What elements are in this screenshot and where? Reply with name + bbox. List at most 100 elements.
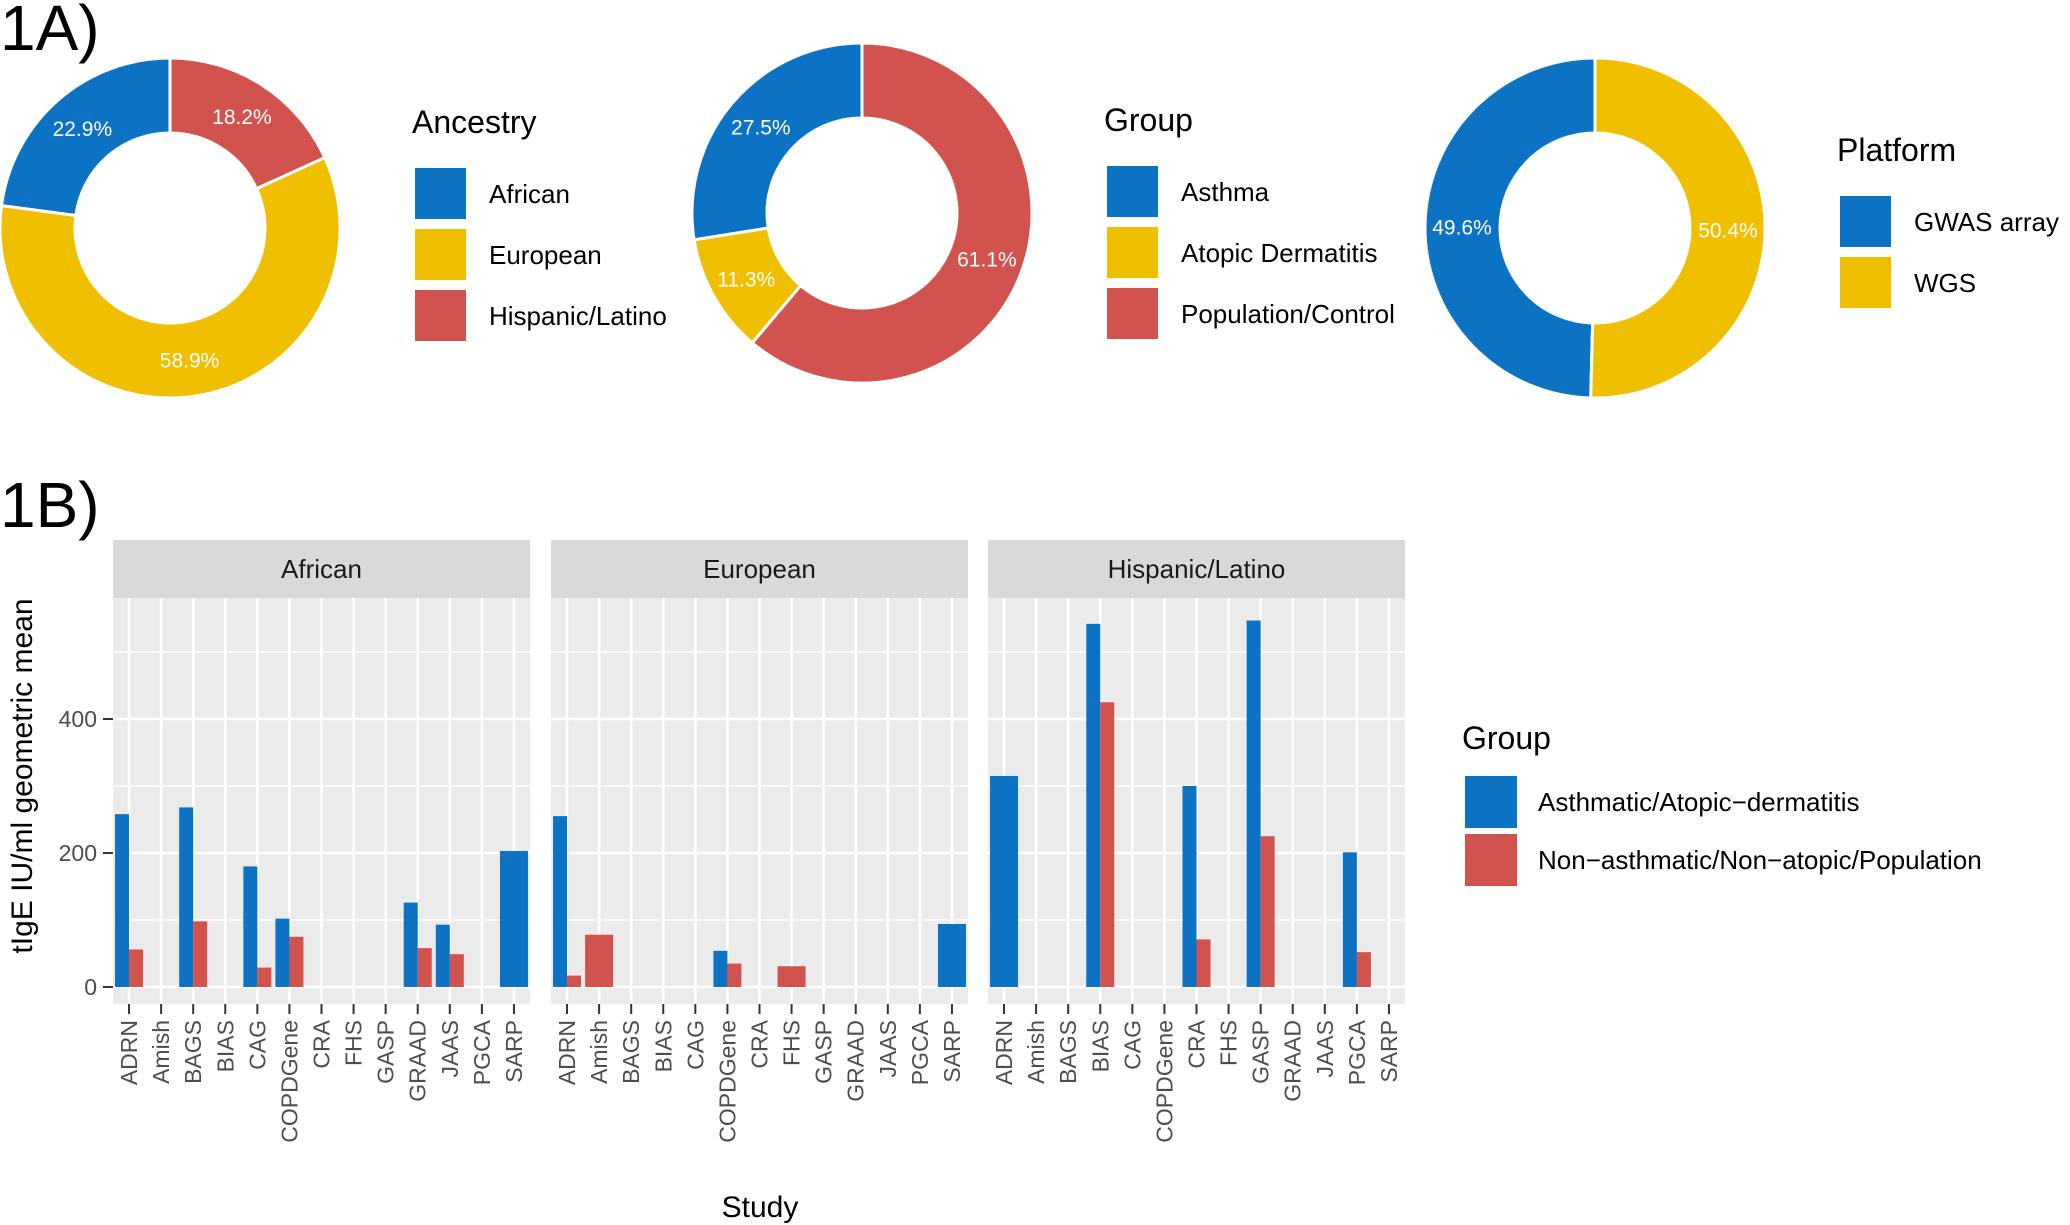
x-tick-label-adrn: ADRN	[554, 1020, 580, 1085]
x-tick-label-bags: BAGS	[618, 1020, 644, 1084]
slice-label-atopic-dermatitis: 11.3%	[717, 268, 775, 291]
donut-slice-wgs	[1589, 56, 1767, 400]
donut-slice-african	[0, 56, 172, 218]
bar-african-bags-asthmatic	[179, 807, 194, 987]
bar-hispanic-latino-cra-asthmatic	[1182, 786, 1197, 987]
facet-european: European ADRN Amish BAGS BIAS CAG COPDGene CRA F…	[551, 540, 968, 1143]
bar-hispanic-latino-bias-non-asthmatic	[1100, 702, 1115, 987]
x-tick-label-sarp: SARP	[1376, 1020, 1402, 1083]
slice-label-european: 58.9%	[160, 350, 220, 373]
bar-african-bags-non-asthmatic	[193, 921, 208, 987]
x-tick-label-copdgene: COPDGene	[714, 1020, 740, 1143]
bar-hispanic-latino-pgca-asthmatic	[1342, 852, 1357, 987]
x-tick-label-fhs: FHS	[1216, 1020, 1242, 1066]
legend-label-european: European	[489, 240, 602, 270]
x-tick-label-copdgene: COPDGene	[276, 1020, 302, 1143]
legend-title: Group	[1104, 102, 1193, 138]
x-tick-label-copdgene: COPDGene	[1151, 1020, 1177, 1143]
x-tick-label-bias: BIAS	[1087, 1020, 1113, 1072]
bar-african-cag-non-asthmatic	[257, 967, 272, 987]
bar-legend-label-asthmatic: Asthmatic/Atopic−dermatitis	[1538, 787, 1860, 817]
bar-african-copdgene-asthmatic	[275, 918, 290, 987]
x-tick-label-bags: BAGS	[180, 1020, 206, 1084]
bar-african-cag-asthmatic	[243, 866, 258, 987]
bar-legend-label-non-asthmatic: Non−asthmatic/Non−atopic/Population	[1538, 845, 1982, 875]
donut-chart-ancestry: 22.9% 58.9% 18.2% Ancestry African European Hi…	[0, 56, 667, 400]
legend-label-gwas-array: GWAS array	[1914, 207, 2059, 237]
x-tick-label-cra: CRA	[747, 1019, 773, 1068]
x-tick-label-jaas: JAAS	[875, 1020, 901, 1078]
slice-label-asthma: 27.5%	[731, 117, 791, 140]
legend-label-african: African	[489, 179, 570, 209]
facet-strip-label: African	[281, 554, 362, 584]
bar-hispanic-latino-pgca-non-asthmatic	[1356, 952, 1371, 987]
x-tick-label-graad: GRAAD	[405, 1020, 431, 1102]
x-tick-label-gasp: GASP	[373, 1020, 399, 1084]
bar-european-copdgene-asthmatic	[713, 950, 728, 987]
bar-african-jaas-asthmatic	[435, 924, 450, 987]
legend-label-asthma: Asthma	[1181, 177, 1270, 207]
x-tick-label-amish: Amish	[148, 1020, 174, 1084]
facet-strip-label: European	[703, 554, 816, 584]
y-tick-label: 200	[59, 840, 97, 866]
bar-hispanic-latino-gasp-asthmatic	[1246, 620, 1261, 987]
x-tick-label-amish: Amish	[1023, 1020, 1049, 1084]
legend-label-atopic-dermatitis: Atopic Dermatitis	[1181, 238, 1378, 268]
facet-strip	[113, 540, 530, 598]
bar-hispanic-latino-cra-non-asthmatic	[1196, 939, 1211, 987]
legend-label-population-control: Population/Control	[1181, 299, 1395, 329]
x-tick-label-sarp: SARP	[939, 1020, 965, 1083]
x-tick-label-bias: BIAS	[212, 1020, 238, 1072]
legend-key-atopic-dermatitis	[1107, 227, 1158, 278]
bar-african-jaas-non-asthmatic	[449, 954, 464, 987]
x-tick-label-pgca: PGCA	[907, 1019, 933, 1085]
slice-label-hispanic-latino: 18.2%	[212, 106, 272, 129]
legend-key-gwas-array	[1840, 196, 1891, 247]
x-tick-label-amish: Amish	[586, 1020, 612, 1084]
donut-slice-gwas-array	[1423, 56, 1597, 400]
bar-european-sarp-asthmatic	[937, 924, 966, 987]
bar-european-copdgene-non-asthmatic	[727, 963, 742, 987]
donut-chart-group: 27.5% 11.3% 61.1% Group Asthma Atopic Dermati…	[690, 41, 1395, 385]
bar-african-graad-asthmatic	[403, 902, 418, 987]
bar-legend-key-asthmatic	[1465, 776, 1517, 828]
legend-title: Platform	[1837, 132, 1956, 168]
donut-slice-population-control	[750, 41, 1034, 385]
bar-european-fhs-non-asthmatic	[777, 966, 806, 987]
x-tick-label-bias: BIAS	[650, 1020, 676, 1072]
bar-african-sarp-asthmatic	[499, 850, 528, 987]
legend-key-wgs	[1840, 257, 1891, 308]
bar-legend-key-non-asthmatic	[1465, 834, 1517, 886]
x-tick-label-graad: GRAAD	[843, 1020, 869, 1102]
facet-hispanic-latino: Hispanic/Latino ADRN Amish BAGS BIAS CAG COPDG…	[988, 540, 1405, 1143]
x-tick-label-fhs: FHS	[341, 1020, 367, 1066]
bar-legend-title: Group	[1462, 720, 1551, 756]
bar-hispanic-latino-adrn-asthmatic	[990, 775, 1019, 987]
legend-label-wgs: WGS	[1914, 268, 1976, 298]
y-tick-label: 0	[84, 974, 97, 1000]
legend-key-population-control	[1107, 288, 1158, 339]
slice-label-population-control: 61.1%	[957, 249, 1017, 272]
x-tick-label-pgca: PGCA	[1344, 1019, 1370, 1085]
x-tick-label-cra: CRA	[1184, 1019, 1210, 1068]
slice-label-african: 22.9%	[53, 118, 113, 141]
x-axis-title: Study	[722, 1191, 799, 1224]
donut-slice-hispanic-latino	[168, 56, 327, 191]
legend-key-hispanic-latino	[415, 290, 466, 341]
legend-key-european	[415, 229, 466, 280]
bar-european-adrn-asthmatic	[553, 816, 568, 987]
donut-chart-platform: 49.6% 50.4% Platform GWAS array WGS	[1423, 56, 2059, 400]
y-tick-label: 400	[59, 706, 97, 732]
facet-african: African ADRN Amish BAGS BIAS CAG COPDGene CRA FH…	[113, 540, 530, 1143]
bar-african-adrn-non-asthmatic	[129, 949, 144, 987]
x-tick-label-cag: CAG	[1119, 1020, 1145, 1070]
x-tick-label-bags: BAGS	[1055, 1020, 1081, 1084]
donut-slice-asthma	[690, 41, 864, 242]
facet-strip	[551, 540, 968, 598]
x-tick-label-cag: CAG	[682, 1020, 708, 1070]
x-tick-label-adrn: ADRN	[991, 1020, 1017, 1085]
slice-label-wgs: 50.4%	[1698, 220, 1758, 243]
x-tick-label-gasp: GASP	[1248, 1020, 1274, 1084]
